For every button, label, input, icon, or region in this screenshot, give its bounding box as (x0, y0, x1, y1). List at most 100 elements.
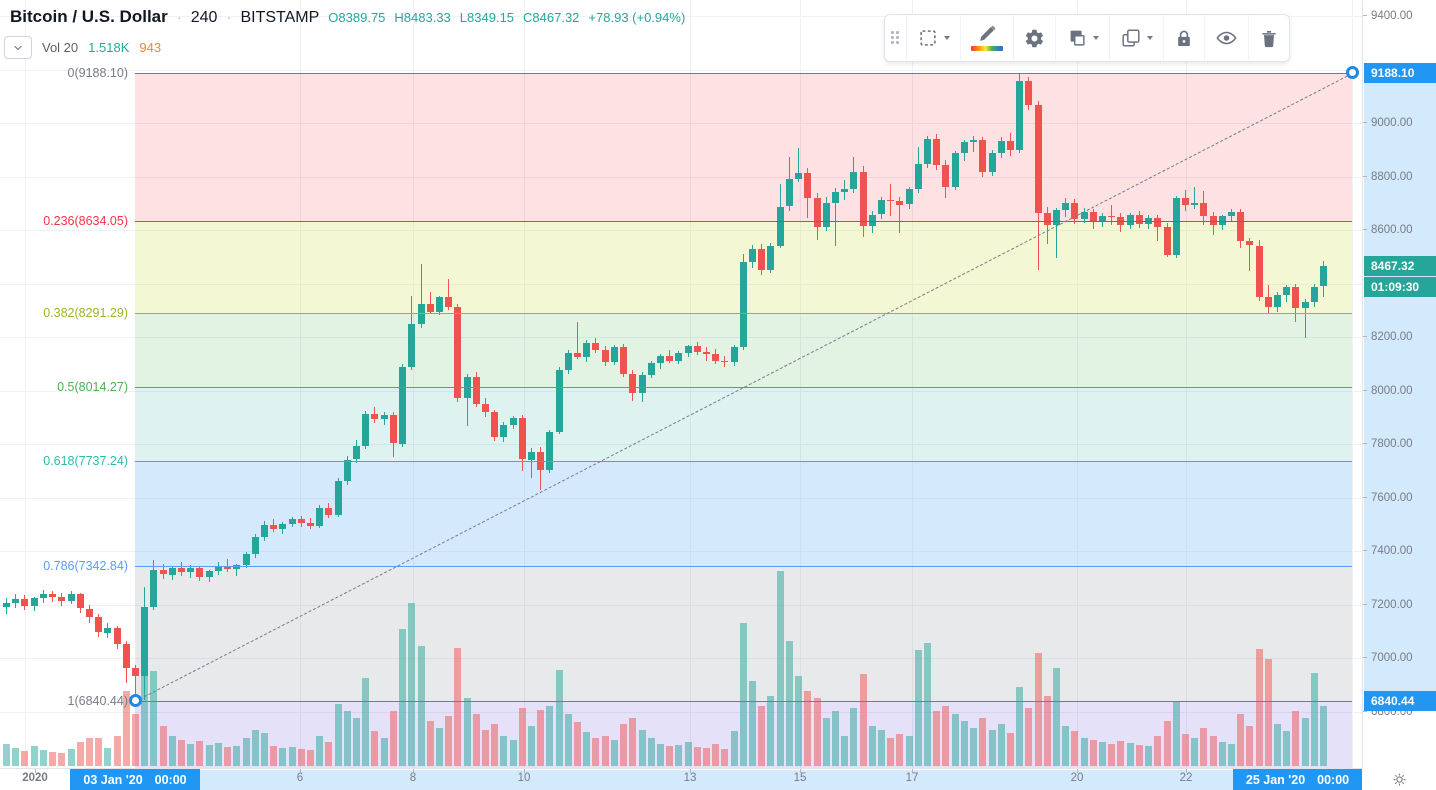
chevron-down-icon (944, 36, 950, 40)
interval-label[interactable]: 240 (190, 9, 218, 26)
clone-button[interactable] (1109, 15, 1163, 61)
candle (1034, 104, 1042, 214)
symbol-title[interactable]: Bitcoin / U.S. Dollar (10, 7, 168, 26)
chevron-down-icon (1093, 36, 1099, 40)
volume-bar (362, 678, 370, 766)
volume-bar (49, 752, 57, 766)
fib-level-line[interactable] (135, 460, 1352, 462)
volume-bar (1200, 728, 1208, 766)
candle (1274, 294, 1281, 307)
candle (380, 415, 388, 420)
indicator-name[interactable]: Vol 20 (42, 40, 79, 55)
fib-level-line[interactable] (135, 312, 1352, 314)
candle (122, 644, 130, 669)
ohlc-high: H8483.33 (394, 10, 451, 25)
candle (518, 418, 526, 460)
time-tickmark (690, 769, 691, 773)
gridline (0, 176, 1362, 178)
candle (1154, 218, 1162, 227)
fib-band (135, 386, 1352, 461)
indicator-collapse-button[interactable] (4, 36, 32, 59)
candle (979, 139, 987, 172)
volume-bar (767, 696, 775, 766)
price-tick-label: 9000.00 (1363, 116, 1436, 130)
volume-series (3, 571, 1327, 766)
time-tickmark (300, 769, 301, 773)
ohlc-open: O8389.75 (328, 10, 386, 25)
candle (1283, 286, 1291, 295)
volume-bar (914, 650, 922, 766)
fib-anchor-handle-start[interactable] (128, 694, 142, 708)
candle-wick (466, 373, 468, 426)
settings-button[interactable] (1013, 15, 1055, 61)
gridline (0, 123, 1362, 124)
volume-bar (159, 726, 167, 766)
price-tick-label: 8600.00 (1363, 223, 1436, 237)
volume-bar (325, 742, 333, 766)
fib-level-line[interactable] (135, 700, 1352, 702)
gridline (690, 0, 691, 768)
volume-bar (739, 623, 747, 766)
gridline (0, 337, 1362, 338)
gridline (413, 0, 414, 768)
candle (417, 304, 425, 325)
style-template-button[interactable] (906, 15, 960, 61)
volume-bar (288, 747, 296, 766)
volume-bar (896, 734, 904, 766)
candle (481, 404, 489, 413)
volume-bar (970, 728, 978, 766)
volume-bar (555, 670, 563, 766)
axis-settings-corner[interactable] (1362, 768, 1436, 790)
gridline (0, 283, 1362, 285)
volume-bar (1191, 738, 1199, 766)
lock-button[interactable] (1163, 15, 1204, 61)
candle (242, 554, 250, 565)
candle (445, 297, 453, 307)
time-axis[interactable]: 2020 6 8 10 13 15 17 20 22 03 Jan '20 00:00 25 Jan … (0, 768, 1436, 790)
bring-forward-button[interactable] (1055, 15, 1109, 61)
volume-bar (399, 629, 406, 766)
fib-level-label: 1(6840.44) (67, 693, 128, 708)
chart-canvas[interactable]: 0(9188.10) 0.236(8634.05) 0.382(8291.29) 0.… (0, 0, 1362, 768)
volume-bar (831, 711, 839, 766)
fib-level-line[interactable] (135, 566, 1352, 568)
volume-bar (601, 736, 609, 766)
volume-bar (997, 724, 1005, 766)
volume-bar (426, 721, 434, 766)
candle (804, 173, 812, 199)
price-axis[interactable]: 9400.00 9000.00 8800.00 8600.00 8200.00 8000.… (1362, 0, 1436, 768)
delete-button[interactable] (1248, 15, 1289, 61)
volume-bar (131, 714, 139, 766)
volume-bar (343, 711, 351, 766)
candle (1320, 265, 1327, 287)
candle (675, 352, 683, 361)
volume-bar (703, 748, 710, 766)
color-picker-button[interactable] (960, 15, 1013, 61)
fib-anchor-handle-end[interactable] (1345, 66, 1359, 80)
candle (647, 363, 655, 375)
volume-bar (859, 674, 867, 766)
fib-level-line[interactable] (135, 72, 1352, 74)
volume-bar (592, 738, 600, 766)
candle (813, 198, 821, 227)
volume-bar (509, 740, 517, 766)
candle (822, 202, 830, 227)
volume-bar (841, 736, 849, 766)
candle (12, 599, 20, 604)
fib-level-line[interactable] (135, 386, 1352, 388)
volume-bar (1292, 711, 1300, 766)
fib-level-label: 0.382(8291.29) (43, 305, 128, 320)
toolbar-drag-handle[interactable] (885, 15, 906, 61)
volume-bar (12, 748, 20, 766)
visibility-button[interactable] (1204, 15, 1248, 61)
volume-bar (1181, 734, 1189, 766)
candle-wick (1304, 299, 1306, 339)
candle (1089, 211, 1097, 223)
fib-level-line[interactable] (135, 220, 1352, 222)
volume-bar (353, 718, 360, 766)
candle (399, 367, 406, 444)
volume-bar (878, 730, 885, 766)
volume-bar (1135, 745, 1143, 766)
candle (49, 593, 57, 597)
candle (721, 360, 729, 363)
